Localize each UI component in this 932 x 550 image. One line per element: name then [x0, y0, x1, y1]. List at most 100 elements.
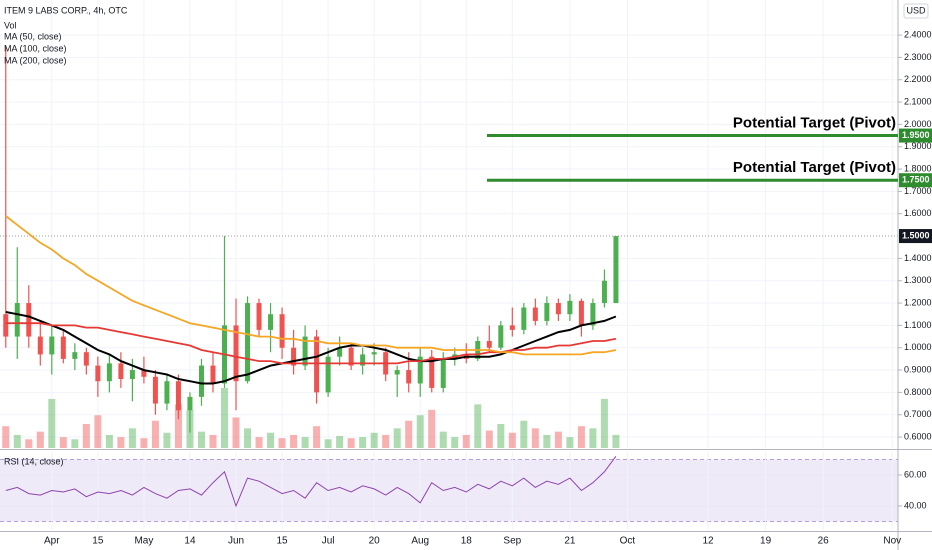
y-tick-label: 0.6000: [904, 431, 932, 441]
currency-box[interactable]: [903, 3, 929, 19]
volume-bar: [221, 388, 228, 448]
x-tick-label: Sep: [503, 536, 521, 547]
volume-bar: [105, 434, 113, 448]
legend-ma100: MA (100, close): [4, 43, 67, 53]
y-tick-label: 1.7000: [904, 186, 932, 196]
moving-average: [5, 322, 617, 365]
volume-bar: [577, 426, 585, 448]
candle-body: [268, 314, 274, 330]
y-tick-label: 2.2000: [904, 74, 932, 84]
volume-bar: [48, 398, 56, 448]
candle-body: [601, 280, 607, 304]
volume-bar: [336, 436, 344, 448]
y-tick-label: 2.0000: [904, 119, 932, 129]
volume-bar: [531, 428, 539, 448]
moving-average: [5, 215, 617, 356]
y-tick-label: 1.0000: [904, 342, 932, 352]
y-tick-label: 1.4000: [904, 253, 932, 263]
volume-bar: [439, 431, 447, 448]
candle-body: [440, 358, 446, 388]
volume-bar: [2, 426, 10, 448]
plot: [0, 46, 898, 508]
candle-body: [314, 336, 320, 393]
candle-body: [83, 352, 89, 366]
candle-body: [233, 325, 239, 382]
candle-body: [245, 303, 251, 382]
x-tick-label: 21: [564, 536, 576, 547]
volume-bar: [324, 439, 332, 448]
target-label: Potential Target (Pivot): [733, 159, 896, 176]
candle-body: [198, 365, 204, 397]
volume-bar: [347, 438, 355, 448]
target-label: Potential Target (Pivot): [733, 115, 896, 132]
volume-bar: [474, 404, 482, 448]
y-tick-label: 1.6000: [904, 208, 932, 218]
x-tick-label: 26: [818, 536, 830, 547]
candle-body: [429, 356, 435, 388]
y-tick-label: 1.8000: [904, 163, 932, 173]
candle-body: [49, 336, 55, 355]
candle-body: [37, 336, 43, 355]
candle-body: [279, 314, 285, 348]
volume-bar: [13, 434, 21, 448]
y-tick-label: 0.9000: [904, 364, 932, 374]
x-tick-label: Jun: [228, 536, 244, 547]
volume-bar: [497, 424, 505, 448]
x-tick-label: Aug: [411, 536, 429, 547]
volume-bar: [508, 432, 516, 448]
x-tick-label: 18: [461, 536, 473, 547]
volume-bar: [232, 417, 240, 448]
last-price-label: 1.5000: [902, 230, 930, 240]
volume-bar: [416, 415, 424, 448]
y-tick-label: 1.3000: [904, 275, 932, 285]
candle-body: [60, 336, 66, 359]
candle-body: [486, 341, 492, 348]
volume-bar: [428, 409, 436, 448]
target-price-label: 1.7500: [902, 175, 930, 185]
x-tick-label: Apr: [44, 536, 60, 547]
volume-bar: [405, 420, 413, 448]
rsi-band: [0, 459, 898, 522]
volume-bar: [462, 434, 470, 448]
candle-body: [348, 347, 354, 366]
volume-bar: [451, 437, 459, 448]
volume-bar: [382, 434, 390, 448]
candle-body: [152, 376, 158, 404]
y-tick-label: 2.4000: [904, 29, 932, 39]
candle-body: [509, 325, 515, 330]
x-tick-label: 15: [92, 536, 104, 547]
legend-volume: Vol: [4, 20, 17, 30]
legend-ma50: MA (50, close): [4, 31, 62, 41]
candle-body: [544, 303, 550, 321]
x-tick-label: Jul: [322, 536, 335, 547]
volume-bar: [82, 424, 90, 448]
last-price-box: [899, 229, 932, 244]
x-tick-label: Oct: [620, 536, 636, 547]
volume-bar: [151, 420, 159, 448]
candle-body: [14, 303, 20, 337]
y-tick-label: 1.9000: [904, 141, 932, 151]
volume-bar: [71, 439, 79, 448]
candle-body: [175, 381, 181, 411]
candle-body: [164, 381, 170, 404]
volume-bar: [485, 430, 493, 448]
candle-body: [498, 325, 504, 348]
symbol-title: ITEM 9 LABS CORP., 4h, OTC: [4, 5, 128, 15]
candle-body: [337, 347, 343, 357]
x-tick-label: 20: [369, 536, 381, 547]
volume-bar: [301, 437, 309, 448]
candle-body: [325, 356, 331, 393]
x-tick-label: Nov: [883, 536, 901, 547]
target-price-box: [899, 173, 932, 188]
candle-body: [106, 363, 112, 382]
x-tick-label: 12: [702, 536, 714, 547]
y-tick-label: 2.3000: [904, 52, 932, 62]
volume-bar: [278, 438, 286, 448]
x-tick-label: 15: [277, 536, 289, 547]
volume-bar: [197, 431, 205, 448]
rsi-y-tick-label: 60.00: [904, 469, 927, 479]
candle-body: [578, 300, 584, 326]
candle-body: [187, 396, 193, 411]
rsi-line: [5, 456, 617, 508]
volume-bar: [520, 420, 528, 448]
